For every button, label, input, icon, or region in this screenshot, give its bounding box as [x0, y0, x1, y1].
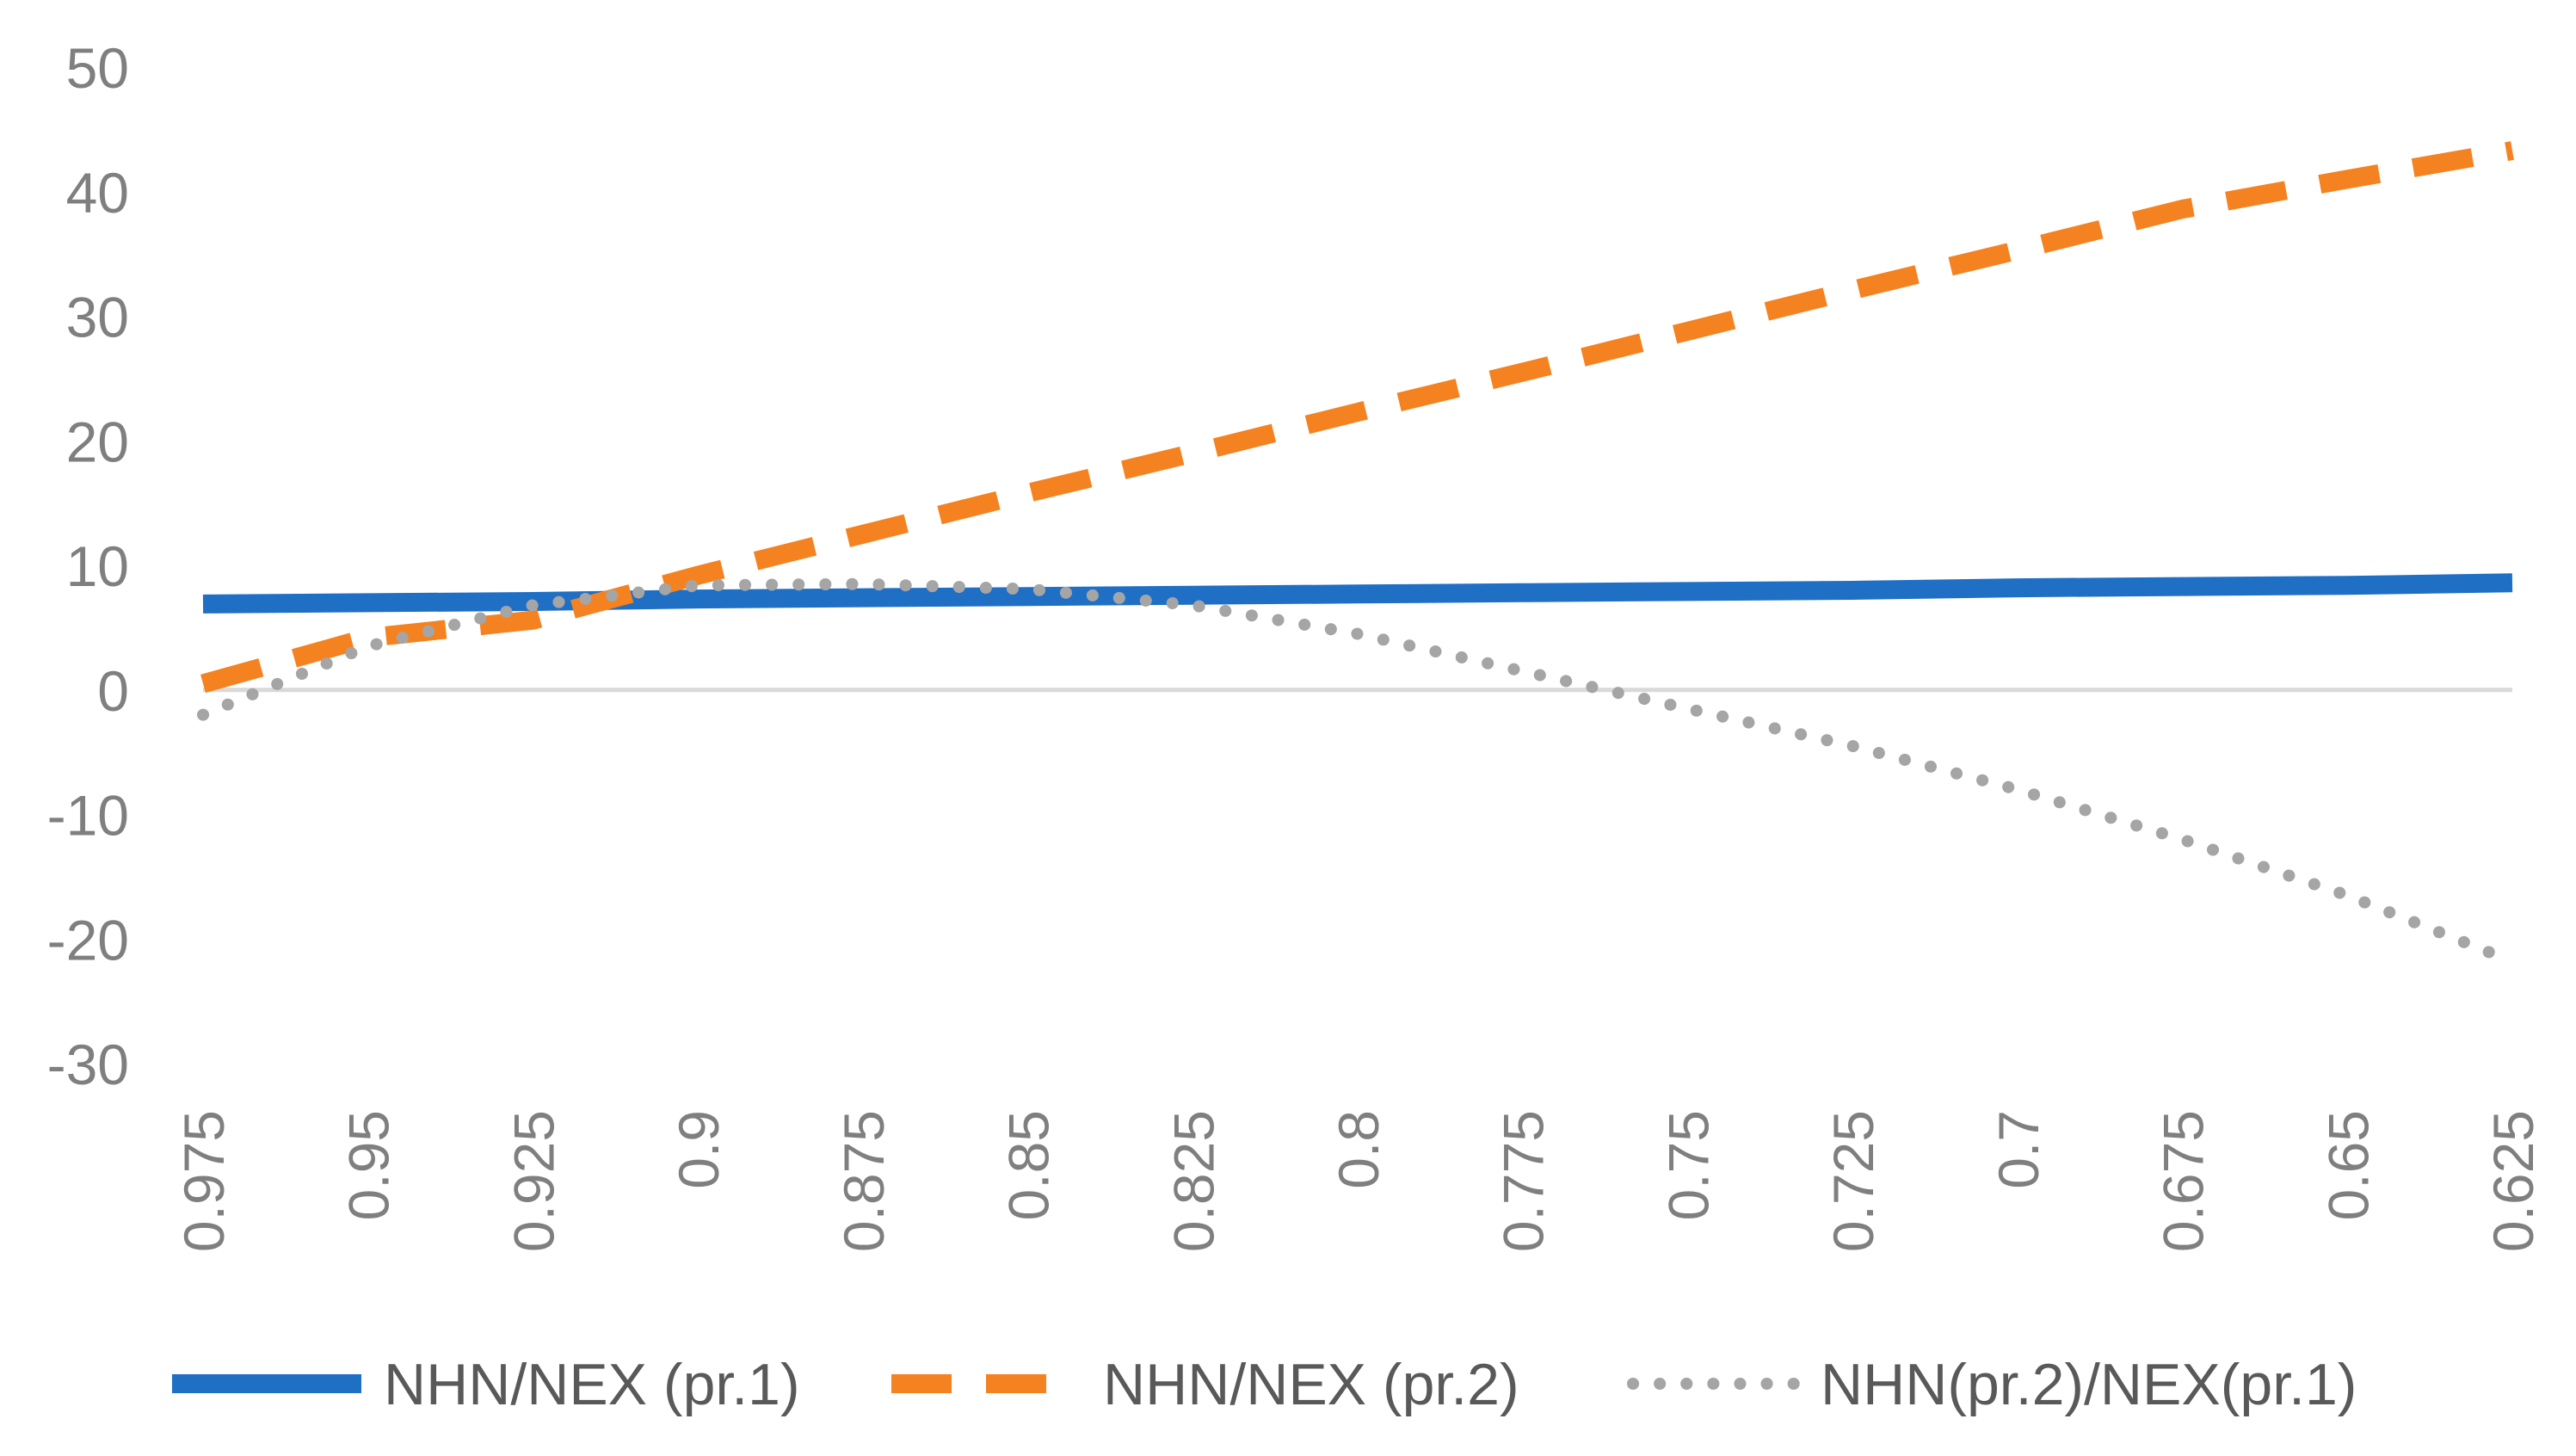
x-tick-label: 0.975	[172, 1110, 236, 1252]
x-tick-label: 0.675	[2152, 1110, 2215, 1252]
legend-label-1: NHN/NEX (pr.1)	[384, 1352, 800, 1417]
x-axis-tick-labels: 0.975 0.95 0.925 0.9 0.875 0.85 0.825 0.8 0.775 0…	[172, 1110, 2545, 1252]
y-tick-label: 20	[66, 410, 129, 473]
x-tick-label: 0.95	[337, 1110, 401, 1220]
y-tick-label: 0	[97, 659, 129, 723]
x-tick-label: 0.775	[1492, 1110, 1556, 1252]
x-tick-label: 0.9	[667, 1110, 730, 1189]
series-line-1	[202, 573, 2513, 614]
x-tick-label: 0.875	[832, 1110, 896, 1252]
series-line-3	[197, 577, 2518, 968]
x-tick-label: 0.725	[1821, 1110, 1885, 1252]
x-tick-label: 0.85	[997, 1110, 1061, 1220]
legend-label-3: NHN(pr.2)/NEX(pr.1)	[1821, 1352, 2357, 1417]
x-tick-label: 0.65	[2316, 1110, 2380, 1220]
y-tick-label: -10	[47, 784, 129, 848]
y-tick-label: 10	[66, 534, 129, 598]
legend-label-2: NHN/NEX (pr.2)	[1103, 1352, 1519, 1417]
y-tick-label: 30	[66, 286, 129, 349]
y-tick-label: 50	[66, 36, 129, 100]
series-layer	[197, 141, 2518, 968]
series-line-2	[200, 141, 2514, 694]
y-axis-tick-labels: -30 -20 -10 0 10 20 30 40 50	[47, 36, 129, 1096]
y-tick-label: 40	[66, 161, 129, 225]
y-tick-label: -30	[47, 1033, 129, 1096]
x-tick-label: 0.75	[1656, 1110, 1720, 1220]
x-tick-label: 0.925	[502, 1110, 565, 1252]
x-tick-label: 0.825	[1162, 1110, 1225, 1252]
y-tick-label: -20	[47, 908, 129, 972]
legend: NHN/NEX (pr.1) NHN/NEX (pr.2) NHN(pr.2)/NE…	[172, 1352, 2357, 1417]
x-tick-label: 0.625	[2481, 1110, 2545, 1252]
x-tick-label: 0.7	[1987, 1110, 2050, 1189]
x-tick-label: 0.8	[1327, 1110, 1390, 1189]
